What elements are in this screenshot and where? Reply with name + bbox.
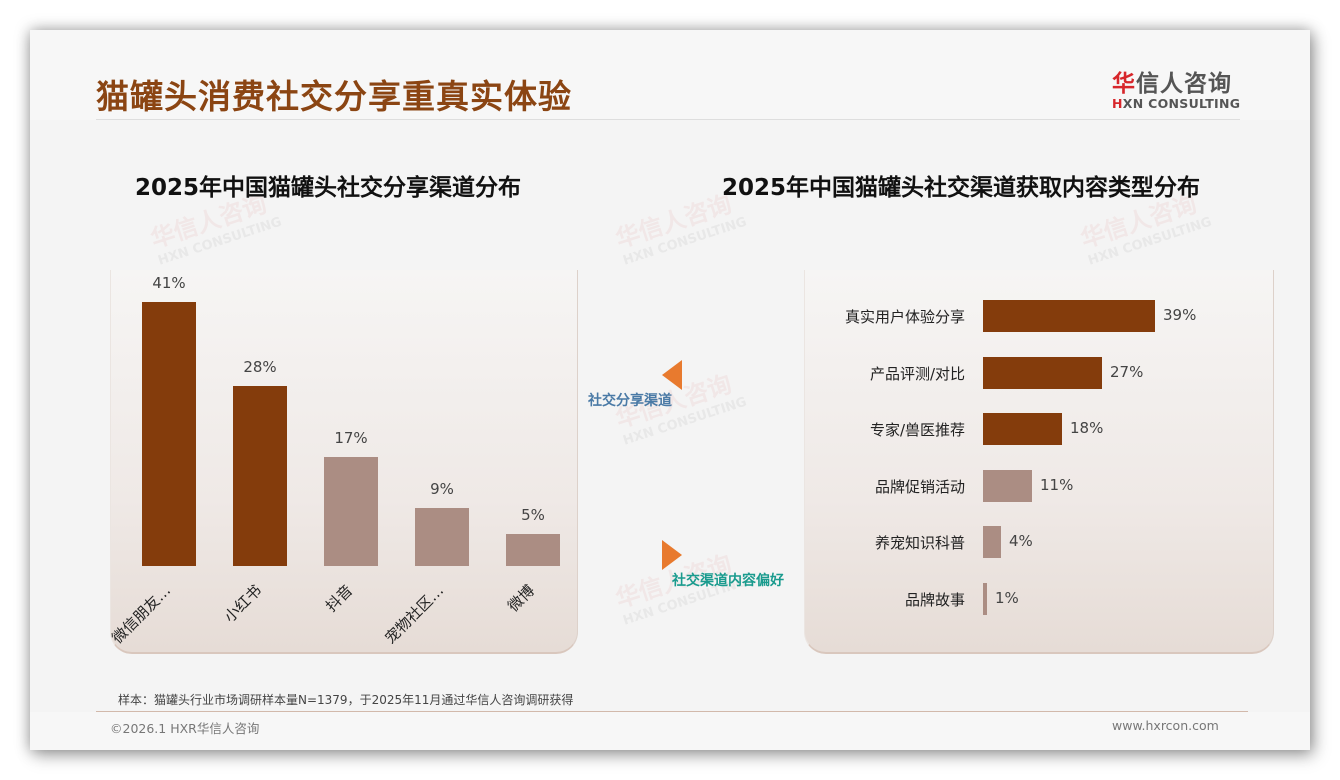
bar [142, 302, 196, 566]
bar-value-label: 41% [152, 274, 186, 292]
right-arrow-icon [662, 540, 682, 570]
bar-value-label: 9% [430, 480, 454, 498]
bar [415, 508, 469, 566]
slide: 猫罐头消费社交分享重真实体验 华信人咨询 HXN CONSULTING 华信人咨… [30, 30, 1310, 750]
title-divider [96, 119, 1240, 120]
bar-value-label: 39% [1163, 306, 1197, 324]
copyright: ©2026.1 HXR华信人咨询 [110, 721, 260, 736]
bar [983, 583, 987, 615]
bar [983, 526, 1001, 559]
bar-row: 养宠知识科普 4% [805, 526, 1273, 560]
bar-row: 品牌促销活动 11% [805, 469, 1273, 504]
bar-value-label: 4% [1009, 532, 1033, 551]
bar-row: 产品评测/对比 27% [805, 356, 1273, 391]
horizontal-bar-chart: 真实用户体验分享 39% 产品评测/对比 27% 专家/兽医推荐 18% 品牌促销活动 11%… [805, 270, 1273, 652]
company-logo: 华信人咨询 HXN CONSULTING [1112, 64, 1242, 111]
bar [983, 413, 1062, 446]
bar-column: 9% 宠物社区… [381, 480, 469, 647]
left-chart-title: 2025年中国猫罐头社交分享渠道分布 [135, 175, 522, 201]
category-label: 品牌促销活动 [874, 477, 965, 496]
category-label: 小红书 [220, 581, 266, 626]
content-type-chart-panel: 真实用户体验分享 39% 产品评测/对比 27% 专家/兽医推荐 18% 品牌促销活动 11%… [804, 270, 1274, 654]
bar [324, 457, 378, 566]
bar [506, 534, 560, 566]
bar-value-label: 1% [995, 589, 1019, 607]
bar-row: 真实用户体验分享 39% [805, 300, 1273, 334]
right-chart-title: 2025年中国猫罐头社交渠道获取内容类型分布 [722, 175, 1201, 201]
category-label: 抖音 [322, 581, 357, 616]
bar-value-label: 17% [334, 429, 368, 447]
bar-value-label: 18% [1070, 419, 1104, 438]
bar-column: 41% 微信朋友… [108, 274, 196, 647]
bar-column: 17% 抖音 [322, 429, 378, 615]
category-label: 品牌故事 [904, 591, 965, 609]
category-label: 产品评测/对比 [869, 364, 965, 383]
category-label: 真实用户体验分享 [844, 308, 965, 326]
bar-row: 品牌故事 1% [805, 583, 1273, 617]
page-title: 猫罐头消费社交分享重真实体验 [96, 77, 572, 116]
footer-band [30, 712, 1310, 750]
annotation-content-preference: 社交渠道内容偏好 [672, 573, 784, 589]
bar [983, 356, 1102, 389]
website-link[interactable]: www.hxrcon.com [1112, 718, 1219, 733]
bar-value-label: 11% [1040, 475, 1074, 494]
bar-column: 5% 微博 [504, 506, 560, 615]
bar-value-label: 5% [521, 506, 545, 524]
bar-column: 28% 小红书 [221, 358, 287, 626]
category-label: 宠物社区… [381, 581, 448, 648]
bar [233, 386, 287, 566]
bar-value-label: 27% [1110, 362, 1144, 381]
category-label: 微博 [504, 581, 539, 616]
bar [983, 469, 1032, 502]
left-arrow-icon [662, 360, 682, 390]
logo-en: HXN CONSULTING [1112, 96, 1241, 111]
category-label: 微信朋友… [108, 581, 175, 648]
category-label: 养宠知识科普 [874, 534, 965, 553]
logo-cn: 华信人咨询 [1112, 71, 1232, 97]
header-band [30, 30, 1310, 120]
bar [983, 300, 1155, 332]
footer-divider [96, 711, 1248, 712]
bar-value-label: 28% [243, 358, 277, 376]
bar-row: 专家/兽医推荐 18% [805, 413, 1273, 447]
vertical-bar-chart: 41% 微信朋友… 28% 小红书 17% 抖音 9% 宠物社区… 5% 微博 [108, 270, 577, 652]
sharing-channel-chart-panel: 41% 微信朋友… 28% 小红书 17% 抖音 9% 宠物社区… 5% 微博 [108, 270, 578, 654]
sample-footnote: 样本：猫罐头行业市场调研样本量N=1379，于2025年11月通过华信人咨询调研… [118, 693, 574, 707]
annotation-sharing-channel: 社交分享渠道 [588, 393, 672, 409]
category-label: 专家/兽医推荐 [869, 421, 965, 440]
